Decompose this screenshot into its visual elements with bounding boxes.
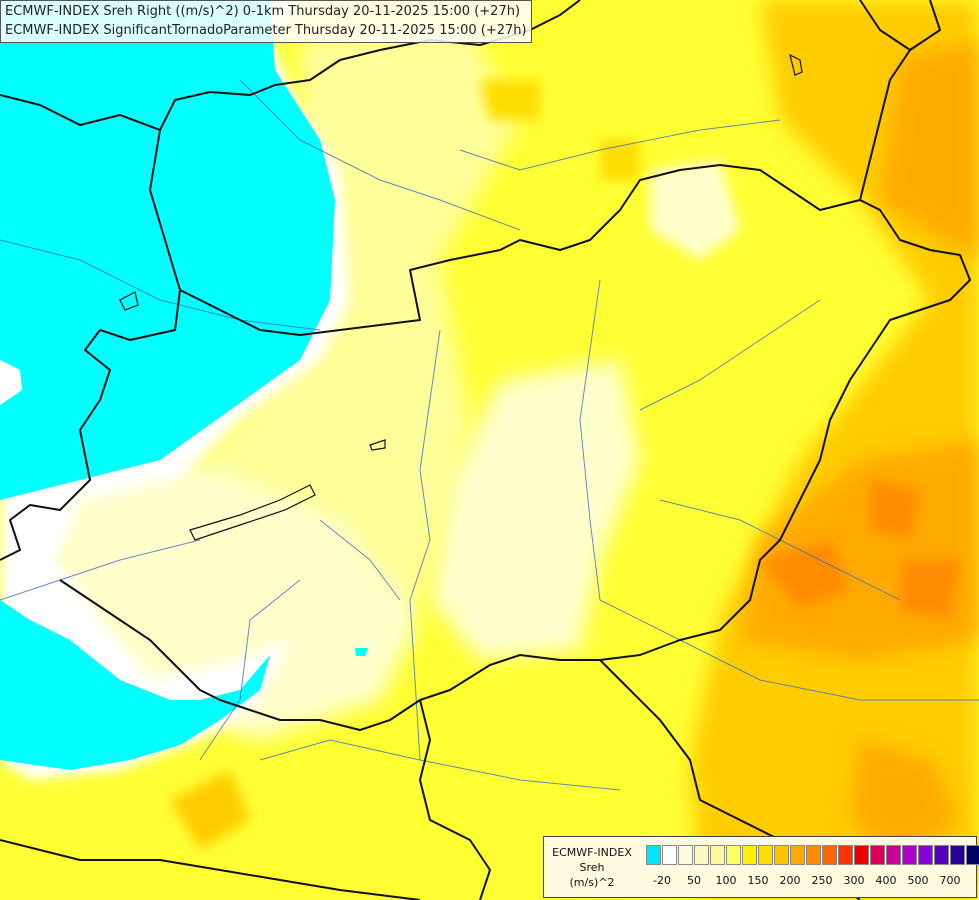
legend-swatch [934,845,949,865]
legend-tick-label: -20 [653,874,671,887]
field-cream [60,470,420,740]
legend-swatch [694,845,709,865]
field-cream-north [650,160,740,260]
legend-tick-label: 400 [875,874,897,887]
legend-label: ECMWF-INDEX Sreh (m/s)^2 [546,845,638,890]
field-cyan-dot [355,648,368,656]
legend-swatch [966,845,979,865]
legend-swatch [950,845,965,865]
legend-swatches [646,845,979,865]
legend-ticks: -20 50 100 150 200 250 300 400 500 700 [644,874,974,890]
legend-tick-label: 100 [715,874,737,887]
legend-swatch [710,845,725,865]
legend-tick-label: 200 [779,874,801,887]
legend-tick-label: 250 [811,874,833,887]
chart-title-line-1: ECMWF-INDEX Sreh Right ((m/s)^2) 0-1km T… [5,4,521,19]
legend-swatch [790,845,805,865]
legend-tick-label: 700 [939,874,961,887]
chart-title-line-2: ECMWF-INDEX SignificantTornadoParameter … [5,23,527,38]
legend-swatch [806,845,821,865]
legend-subtitle: Sreh [579,861,605,874]
legend-swatch [726,845,741,865]
field-cyan-negative [0,0,335,770]
field-orange-southwest [170,770,250,850]
field-dark-orange-east [740,40,979,860]
legend-swatch [918,845,933,865]
rivers [0,79,979,791]
legend-swatch [886,845,901,865]
legend-tick-label: 500 [907,874,929,887]
legend-swatch [774,845,789,865]
legend-swatch [870,845,885,865]
legend-unit: (m/s)^2 [569,876,615,889]
legend-tick-label: 50 [687,874,701,887]
chart-title-box: ECMWF-INDEX Sreh Right ((m/s)^2) 0-1km T… [0,0,532,43]
color-legend: ECMWF-INDEX Sreh (m/s)^2 -20 50 100 150 200 2… [543,836,979,898]
field-orange-north [480,80,640,180]
legend-swatch [678,845,693,865]
legend-swatch [838,845,853,865]
legend-swatch [742,845,757,865]
lakes [119,53,803,541]
legend-swatch [646,845,661,865]
field-orange-east [690,0,979,900]
legend-swatch [822,845,837,865]
legend-swatch [662,845,677,865]
field-cream-center [430,360,640,660]
legend-tick-label: 150 [747,874,769,887]
legend-tick-label: 300 [843,874,865,887]
field-deep-orange-patch [760,480,960,620]
field-white-island [0,360,22,405]
legend-title: ECMWF-INDEX [552,846,632,859]
legend-swatch [854,845,869,865]
legend-swatch [902,845,917,865]
legend-swatch [758,845,773,865]
